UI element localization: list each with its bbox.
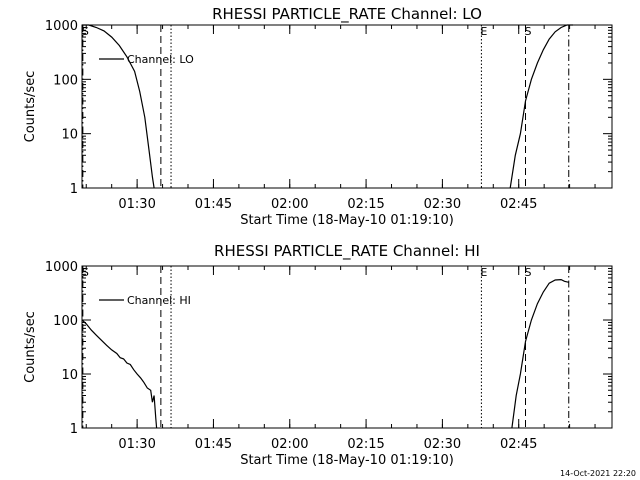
y-tick-label: 1 [70,182,78,197]
x-tick-label: 01:45 [195,197,232,212]
plot-frame [81,265,613,429]
x-tick-label: 02:30 [424,437,461,452]
chart-title: RHESSI PARTICLE_RATE Channel: HI [214,242,480,261]
y-tick-label: 10 [61,128,78,143]
plot-frame [81,24,613,189]
event-marker-label: S [525,266,532,279]
event-marker-label: S [525,25,532,38]
y-axis-label: Counts/sec [23,311,38,383]
y-tick-label: 1000 [45,19,78,34]
legend-label: Channel: LO [127,53,194,66]
x-tick-label: 02:15 [347,197,384,212]
x-tick-label: 02:30 [424,197,461,212]
series-line [82,24,155,189]
x-tick-label: 02:00 [271,437,308,452]
x-axis-label: Start Time (18-May-10 01:19:10) [240,213,454,228]
event-marker-label: S [82,266,89,279]
chart-panel-1: RHESSI PARTICLE_RATE Channel: LO Counts/s… [23,5,613,228]
y-tick-label: 100 [53,314,78,329]
y-tick-label: 1 [70,422,78,437]
event-marker-label: S [82,25,89,38]
series-line [509,24,573,189]
x-tick-label: 01:30 [118,437,155,452]
series-line [511,278,569,429]
series-line [81,319,158,429]
chart-title: RHESSI PARTICLE_RATE Channel: LO [212,5,482,24]
x-tick-label: 01:30 [118,197,155,212]
legend-label: Channel: HI [127,294,191,307]
footer-timestamp: 14-Oct-2021 22:20 [560,469,636,478]
y-axis-label: Counts/sec [23,71,38,143]
x-tick-label: 02:45 [500,437,537,452]
event-marker-label: E [480,266,487,279]
y-tick-label: 1000 [45,260,78,275]
x-tick-label: 01:45 [195,437,232,452]
x-tick-label: 02:15 [347,437,384,452]
x-tick-label: 02:45 [500,197,537,212]
y-tick-label: 10 [61,368,78,383]
x-tick-label: 02:00 [271,197,308,212]
chart-panel-2: RHESSI PARTICLE_RATE Channel: HI Counts/s… [23,242,613,468]
y-tick-label: 100 [53,73,78,88]
x-axis-label: Start Time (18-May-10 01:19:10) [240,453,454,468]
event-marker-label: E [480,25,487,38]
